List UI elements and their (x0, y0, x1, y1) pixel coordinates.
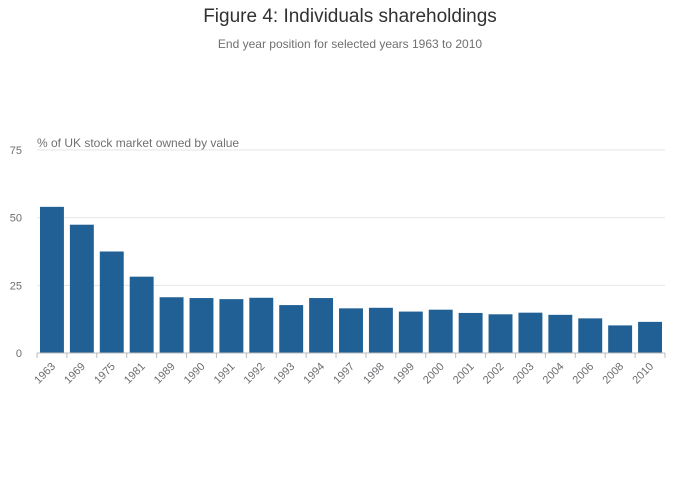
bar-1981[interactable] (129, 276, 154, 353)
bar-2004[interactable] (548, 314, 573, 353)
x-tick-label: 1969 (62, 361, 88, 387)
chart-subtitle: End year position for selected years 196… (217, 37, 483, 51)
x-tick-label: 2000 (421, 361, 447, 387)
x-tick-label: 1989 (152, 361, 178, 387)
bar-1993[interactable] (279, 305, 304, 353)
y-tick-label: 25 (10, 280, 22, 292)
bar-1963[interactable] (39, 206, 64, 353)
x-tick-label: 1998 (361, 361, 387, 387)
chart-title: Figure 4: Individuals shareholdings (203, 6, 497, 27)
bar-2000[interactable] (428, 309, 453, 353)
x-tick-label: 1997 (331, 361, 357, 387)
bar-2010[interactable] (638, 321, 663, 353)
x-tick-label: 2003 (511, 361, 537, 387)
x-tick-label: 2001 (451, 361, 477, 387)
x-tick-label: 1992 (242, 361, 268, 387)
bar-1997[interactable] (339, 308, 363, 353)
bars (39, 206, 663, 354)
bar-1990[interactable] (189, 298, 214, 353)
y-axis-ticks: 0 25 50 75 (10, 145, 22, 360)
bar-1991[interactable] (219, 299, 244, 353)
x-tick-label: 1993 (272, 361, 298, 387)
bar-2008[interactable] (608, 325, 633, 353)
x-tick-label: 1991 (212, 361, 238, 387)
bar-1999[interactable] (398, 311, 423, 353)
y-axis-label: % of UK stock market owned by value (37, 136, 239, 150)
bar-1989[interactable] (159, 297, 184, 353)
x-tick-label: 1994 (301, 361, 327, 387)
x-tick-label: 1981 (122, 361, 148, 387)
x-tick-label: 1975 (92, 361, 118, 387)
x-tick-label: 2008 (600, 361, 626, 387)
x-tick-label: 2010 (630, 361, 656, 387)
y-tick-label: 0 (16, 348, 22, 360)
x-axis-ticks: 1963 1969 1975 1981 1989 1990 1991 1992 1993 1994… (32, 353, 666, 387)
bar-2001[interactable] (458, 312, 483, 353)
bar-1998[interactable] (368, 307, 393, 353)
y-tick-label: 50 (10, 213, 22, 225)
bar-2006[interactable] (578, 318, 603, 353)
bar-1975[interactable] (99, 251, 124, 354)
gridlines (37, 149, 665, 286)
bar-1994[interactable] (309, 298, 334, 353)
bar-2002[interactable] (488, 314, 513, 353)
x-tick-label: 1963 (32, 361, 58, 387)
bar-1969[interactable] (69, 224, 94, 353)
x-tick-label: 1999 (391, 361, 417, 387)
y-tick-label: 75 (10, 145, 22, 157)
bar-1992[interactable] (249, 297, 274, 353)
x-tick-label: 2004 (541, 361, 567, 387)
x-tick-label: 1990 (182, 361, 208, 387)
x-tick-label: 2002 (481, 361, 507, 387)
x-tick-label: 2006 (571, 361, 597, 387)
bar-2003[interactable] (518, 312, 543, 353)
